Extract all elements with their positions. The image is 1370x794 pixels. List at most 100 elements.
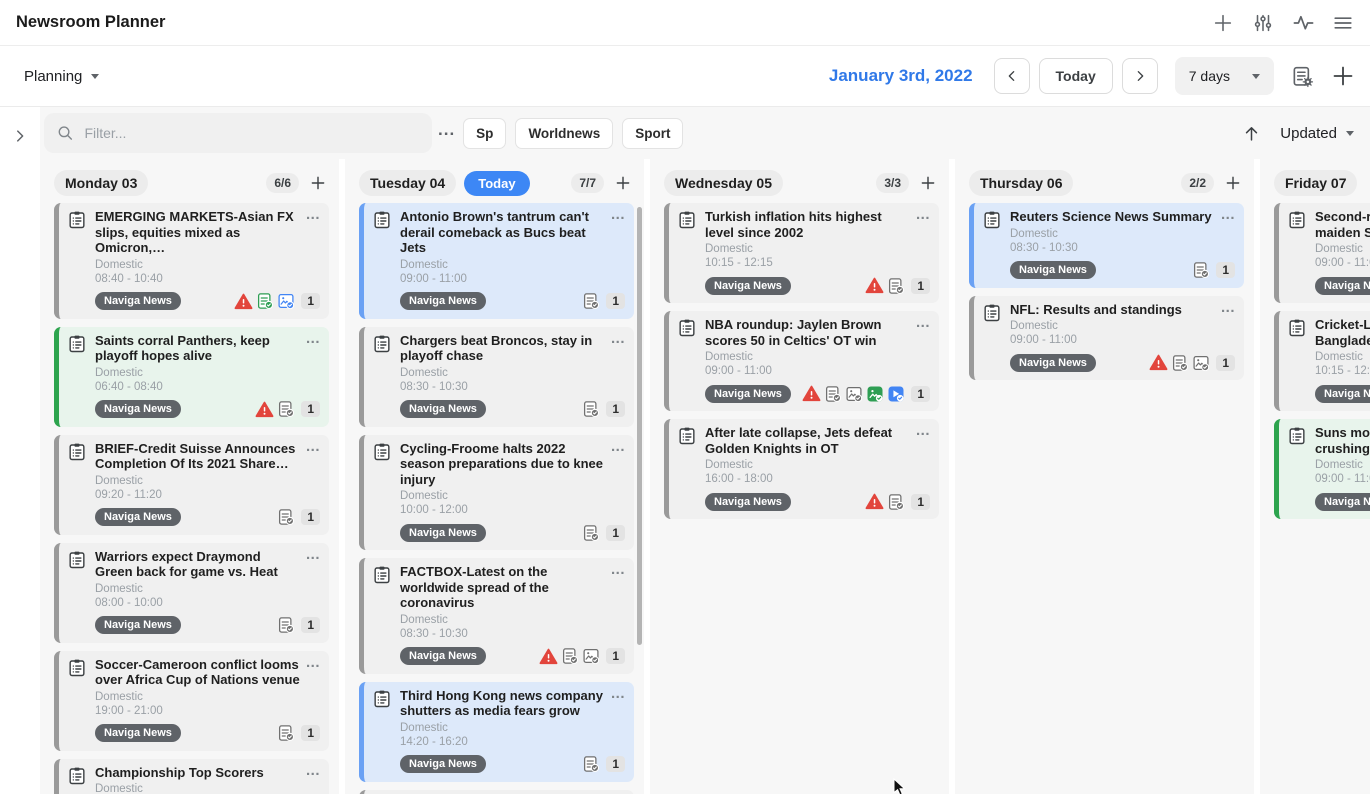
story-time: 09:00 - 11:00 [1010, 334, 1077, 346]
day-column: Friday 07 Second-ra maiden Sla ... Domes… [1260, 159, 1370, 794]
story-card[interactable]: Cycling-Froome halts 2022 season prepara… [359, 434, 634, 550]
story-card[interactable]: Championship Top Scorers ... Domestic 19… [54, 758, 329, 794]
sort-direction-icon[interactable] [1238, 120, 1264, 146]
story-card[interactable]: Suns move crushing H ... Domestic 09:00 … [1274, 419, 1370, 519]
assignment-count-badge: 1 [301, 617, 320, 633]
doc-gray-icon [1192, 261, 1210, 279]
expand-sidebar-icon[interactable] [7, 123, 33, 149]
card-more-icon[interactable]: ... [1220, 298, 1235, 316]
story-card[interactable]: Second-ra maiden Sla ... Domestic 09:00 … [1274, 203, 1370, 303]
story-section: Domestic [95, 783, 143, 794]
card-more-icon[interactable]: ... [305, 545, 320, 563]
card-more-icon[interactable]: ... [305, 437, 320, 455]
story-card[interactable]: Third Hong Kong news company shutters as… [359, 681, 634, 782]
story-title: FACTBOX-Latest on the worldwide spread o… [400, 564, 549, 610]
story-time: 10:15 - 12:15 [1315, 365, 1370, 377]
story-clipboard-icon [67, 657, 87, 744]
filter-input[interactable] [84, 125, 420, 141]
cards-list: Antonio Brown's tantrum can't derail com… [359, 199, 634, 794]
range-select[interactable]: 7 days [1174, 57, 1274, 95]
story-time: 14:20 - 16:20 [400, 735, 468, 748]
add-icon[interactable] [1210, 10, 1236, 36]
prev-day-button[interactable] [993, 58, 1030, 94]
story-clipboard-icon [372, 333, 392, 420]
menu-icon[interactable] [1330, 10, 1356, 36]
filter-chip-sp[interactable]: Sp [463, 117, 507, 149]
story-card[interactable]: Saints corral Panthers, keep playoff hop… [54, 326, 329, 427]
doc-gray-icon [277, 508, 295, 526]
status-icons: 1 [1149, 353, 1235, 372]
column-count-badge: 7/7 [571, 173, 604, 193]
toolbar: Planning January 3rd, 2022 Today 7 days [0, 46, 1370, 107]
column-day-label: Friday 07 [1274, 170, 1358, 196]
story-card[interactable]: Cricket-Lit Banglades ... Domestic 10:15… [1274, 311, 1370, 411]
warning-icon [865, 492, 884, 511]
story-card[interactable]: Warriors expect Draymond Green back for … [54, 542, 329, 643]
story-card[interactable]: After late collapse, Jets defeat Golden … [664, 419, 939, 519]
add-story-button[interactable] [1222, 172, 1244, 194]
story-time: 08:30 - 10:30 [400, 627, 468, 640]
sort-select[interactable]: Updated [1280, 125, 1354, 142]
story-card[interactable]: BRIEF-Credit Suisse Announces Completion… [54, 434, 329, 535]
activity-icon[interactable] [1290, 10, 1316, 36]
filter-chip-worldnews[interactable]: Worldnews [515, 117, 614, 149]
card-more-icon[interactable]: ... [915, 314, 930, 331]
story-clipboard-icon [67, 765, 87, 794]
card-more-icon[interactable]: ... [305, 761, 320, 779]
card-more-icon[interactable]: ... [305, 206, 320, 223]
card-more-icon[interactable]: ... [305, 653, 320, 671]
story-card[interactable]: Soccer-Cameroon conflict looms over Afri… [54, 650, 329, 751]
story-title: After late collapse, Jets defeat Golden … [705, 425, 893, 456]
story-card[interactable]: Event for vegans ... Domestic 04 Jan Ful… [359, 789, 634, 794]
story-clipboard-icon [982, 209, 1002, 281]
card-more-icon[interactable]: ... [1220, 206, 1235, 223]
column-scrollbar[interactable] [637, 207, 642, 645]
story-title: Third Hong Kong news company shutters as… [400, 687, 603, 719]
add-story-button[interactable] [612, 172, 634, 194]
card-more-icon[interactable]: ... [610, 684, 625, 702]
story-card[interactable]: FACTBOX-Latest on the worldwide spread o… [359, 558, 634, 674]
assignment-count-badge: 1 [301, 725, 320, 741]
doc-gray-icon [582, 755, 600, 773]
story-card[interactable]: EMERGING MARKETS-Asian FX slips, equitie… [54, 203, 329, 319]
add-story-button[interactable] [917, 172, 939, 194]
story-card[interactable]: NFL: Results and standings ... Domestic … [969, 295, 1244, 380]
story-time: 09:00 - 11:00 [400, 272, 467, 285]
more-filters-button[interactable]: ... [438, 120, 456, 139]
card-more-icon[interactable]: ... [610, 206, 625, 223]
publication-badge: Naviga News [1010, 353, 1096, 372]
status-icons: 1 [582, 524, 625, 542]
today-button[interactable]: Today [1038, 58, 1113, 94]
top-bar: Newsroom Planner [0, 0, 1370, 46]
publication-badge: Naviga News [1315, 276, 1370, 295]
add-event-button[interactable] [1330, 63, 1356, 89]
next-day-button[interactable] [1121, 58, 1158, 94]
tune-icon[interactable] [1250, 10, 1276, 36]
column-header: Friday 07 [1274, 159, 1370, 199]
story-card[interactable]: NBA roundup: Jaylen Brown scores 50 in C… [664, 311, 939, 411]
card-more-icon[interactable]: ... [610, 329, 625, 347]
story-card[interactable]: Reuters Science News Summary ... Domesti… [969, 203, 1244, 288]
card-more-icon[interactable]: ... [915, 422, 930, 439]
story-card[interactable]: Turkish inflation hits highest level sin… [664, 203, 939, 303]
card-more-icon[interactable]: ... [915, 206, 930, 223]
story-title: Suns move crushing H [1315, 425, 1370, 456]
publication-badge: Naviga News [1315, 492, 1370, 511]
story-title: EMERGING MARKETS-Asian FX slips, equitie… [95, 209, 294, 255]
template-settings-icon[interactable] [1289, 63, 1315, 89]
story-card[interactable]: Antonio Brown's tantrum can't derail com… [359, 203, 634, 319]
card-more-icon[interactable]: ... [610, 437, 625, 455]
story-clipboard-icon [372, 441, 392, 544]
add-story-button[interactable] [307, 172, 329, 194]
card-more-icon[interactable]: ... [610, 561, 625, 578]
story-card[interactable]: Chargers beat Broncos, stay in playoff c… [359, 326, 634, 427]
current-date[interactable]: January 3rd, 2022 [828, 66, 973, 85]
day-column: Wednesday 05 3/3 Turkish inflation hits h… [650, 159, 955, 794]
cards-list: Second-ra maiden Sla ... Domestic 09:00 … [1274, 199, 1370, 519]
view-select[interactable]: Planning [24, 68, 100, 85]
assignment-count-badge: 1 [606, 756, 625, 772]
filter-chip-sport[interactable]: Sport [622, 117, 684, 149]
card-more-icon[interactable]: ... [305, 329, 320, 347]
day-columns: Monday 03 6/6 EMERGING MARKETS-Asian FX s… [40, 159, 1370, 794]
sort-select-label: Updated [1280, 124, 1337, 142]
